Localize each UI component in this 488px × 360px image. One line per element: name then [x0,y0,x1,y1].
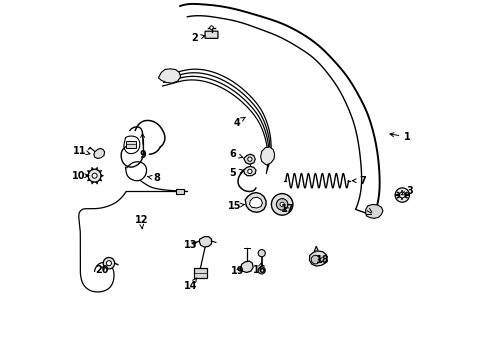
Polygon shape [249,197,262,208]
Text: 7: 7 [352,176,366,186]
Circle shape [258,249,265,257]
Text: 9: 9 [140,134,146,160]
Circle shape [394,188,408,202]
Text: 6: 6 [229,149,242,159]
Text: 5: 5 [229,168,243,178]
Polygon shape [199,237,211,247]
Polygon shape [309,251,326,266]
Text: 10: 10 [72,171,88,181]
Circle shape [88,169,101,182]
Text: 13: 13 [183,240,197,250]
FancyBboxPatch shape [204,31,218,39]
Text: 2: 2 [190,33,204,43]
Circle shape [310,255,319,264]
FancyBboxPatch shape [126,141,136,148]
Polygon shape [244,154,255,164]
Circle shape [399,192,405,198]
Text: 1: 1 [389,132,410,142]
Circle shape [280,202,284,207]
Text: 18: 18 [315,255,329,265]
Text: 4: 4 [233,117,244,128]
Circle shape [209,26,213,30]
Text: 15: 15 [227,201,244,211]
Circle shape [92,173,97,178]
Text: 12: 12 [134,215,148,229]
Polygon shape [241,261,253,273]
Text: 17: 17 [280,204,294,215]
Polygon shape [260,147,274,165]
Text: 19: 19 [231,266,244,276]
Circle shape [276,199,287,210]
Polygon shape [244,166,255,176]
Polygon shape [365,204,382,219]
Text: 14: 14 [183,278,197,291]
Circle shape [271,194,292,215]
Polygon shape [94,148,104,158]
Text: 20: 20 [95,265,108,275]
Polygon shape [175,189,183,194]
Text: 3: 3 [400,186,412,197]
Polygon shape [314,246,318,251]
FancyBboxPatch shape [193,268,207,278]
Circle shape [247,169,251,174]
Text: 8: 8 [147,173,160,183]
Text: 16: 16 [252,262,266,275]
Circle shape [106,261,111,266]
Circle shape [103,257,115,269]
Polygon shape [158,69,180,83]
Circle shape [247,157,251,161]
Polygon shape [244,193,265,212]
Text: 11: 11 [73,145,90,156]
Circle shape [258,267,265,274]
